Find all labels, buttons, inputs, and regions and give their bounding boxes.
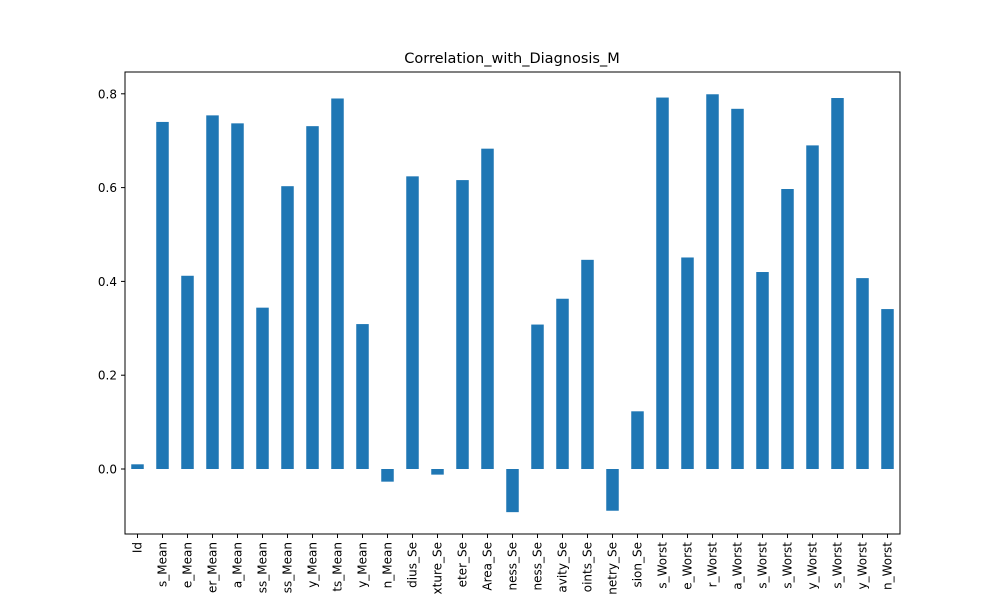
x-tick-label: n_Mean [381, 542, 395, 588]
y-tick-label: 0.0 [98, 463, 117, 477]
bar-20 [631, 411, 644, 469]
x-tick-label: a_Mean [231, 542, 245, 588]
x-tick-label: oints_Se [581, 542, 595, 592]
bar-10 [381, 469, 394, 482]
x-tick-label: s_Mean [156, 542, 170, 587]
y-tick-label: 0.2 [98, 369, 117, 383]
x-tick-label: y_Worst [806, 542, 820, 590]
bar-2 [181, 275, 194, 469]
bar-3 [206, 115, 219, 470]
x-tick-label: eter_Se [456, 542, 470, 587]
x-tick-label: sion_Se [631, 542, 645, 588]
bar-19 [606, 469, 619, 511]
bar-7 [306, 126, 319, 469]
x-tick-label: s_Worst [781, 542, 795, 589]
bar-28 [831, 98, 844, 470]
y-tick-label: 0.6 [98, 181, 117, 195]
x-tick-label: ness_Se [531, 542, 545, 591]
bar-26 [781, 189, 794, 469]
bar-16 [531, 324, 544, 469]
x-tick-label: r_Worst [706, 542, 720, 588]
x-tick-label: Area_Se [481, 542, 495, 591]
bar-0 [131, 464, 144, 469]
y-tick-label: 0.8 [98, 87, 117, 101]
bar-17 [556, 298, 569, 469]
bar-12 [431, 469, 444, 475]
x-tick-label: s_Worst [756, 542, 770, 589]
bar-6 [281, 186, 294, 469]
bar-25 [756, 272, 769, 469]
bar-30 [881, 309, 894, 469]
bars-layer [131, 94, 894, 513]
x-tick-label: y_Worst [856, 542, 870, 590]
bar-4 [231, 123, 244, 469]
bar-21 [656, 97, 669, 470]
plot-frame [124, 71, 901, 535]
bar-13 [456, 180, 469, 469]
bar-23 [706, 94, 719, 470]
x-tick-label: ts_Mean [331, 542, 345, 592]
bar-5 [256, 307, 269, 469]
x-tick-label: xture_Se [431, 542, 445, 594]
x-tick-label: e_Mean [181, 542, 195, 588]
axes-layer: Id s_Mean e_Mean er_Mean a_Mean ss_Mean ss_Mea… [98, 87, 895, 594]
bar-29 [856, 278, 869, 469]
x-tick-label: dius_Se [406, 542, 420, 588]
bar-24 [731, 108, 744, 469]
bar-15 [506, 469, 519, 513]
x-tick-label: y_Mean [306, 542, 320, 588]
x-tick-label: n_Worst [881, 542, 895, 590]
x-tick-label: y_Mean [356, 542, 370, 588]
x-tick-label: s_Worst [831, 542, 845, 589]
bar-11 [406, 176, 419, 469]
chart-title: Correlation_with_Diagnosis_M [404, 51, 619, 67]
x-tick-label: ss_Mean [256, 542, 270, 593]
x-tick-label: netry_Se [606, 542, 620, 595]
bar-8 [331, 98, 344, 470]
x-tick-label: er_Mean [206, 542, 220, 593]
x-tick-label: a_Worst [731, 542, 745, 590]
bar-27 [806, 145, 819, 469]
y-tick-label: 0.4 [98, 275, 117, 289]
x-tick-label: avity_Se [556, 542, 570, 593]
x-tick-label: Id [131, 542, 145, 553]
bar-18 [581, 259, 594, 469]
bar-22 [681, 257, 694, 469]
x-tick-label: ss_Mean [281, 542, 295, 593]
x-tick-label: e_Worst [681, 542, 695, 590]
x-tick-label: ness_Se [506, 542, 520, 591]
bar-9 [356, 324, 369, 469]
x-tick-label: s_Worst [656, 542, 670, 589]
bar-1 [156, 121, 169, 469]
bar-14 [481, 148, 494, 470]
